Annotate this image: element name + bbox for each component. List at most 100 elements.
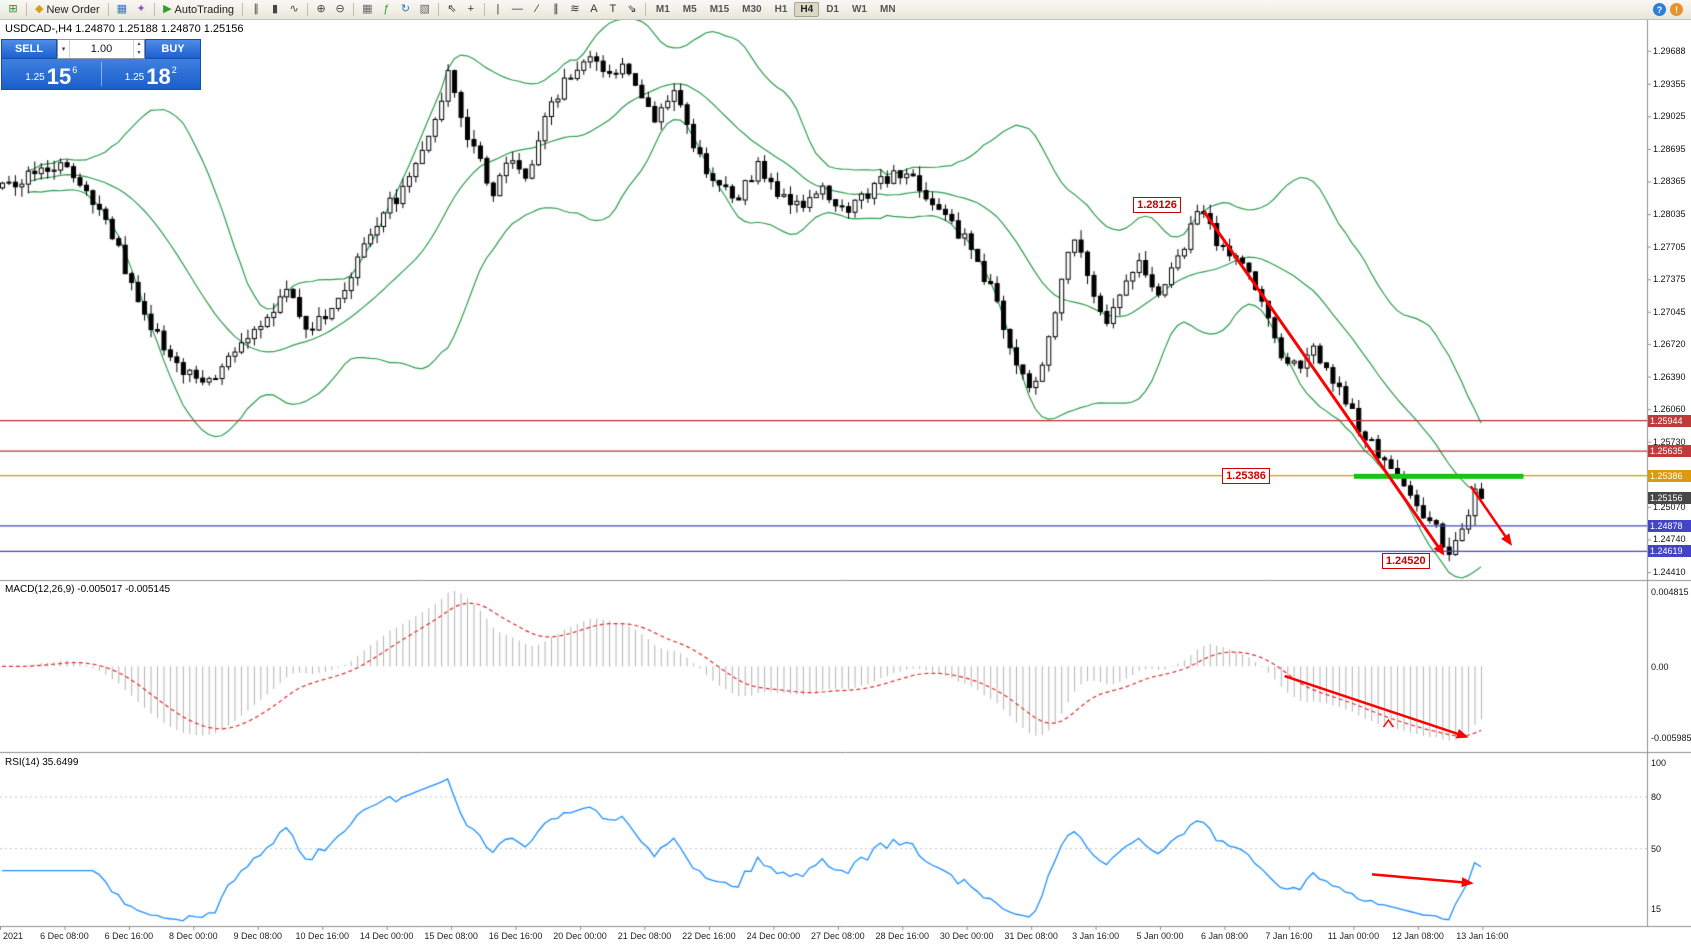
price-axis-tick: 1.29688 — [1653, 45, 1686, 56]
price-annotation-label[interactable]: 1.24520 — [1381, 553, 1430, 570]
time-axis-label: 30 Dec 00:00 — [939, 931, 994, 941]
vertical-line-icon: | — [496, 3, 500, 15]
time-axis-label: 8 Dec 00:00 — [169, 931, 218, 941]
timeframe-m1-button[interactable]: M1 — [655, 4, 670, 15]
timeframe-m5-button[interactable]: M5 — [682, 4, 697, 15]
bar-chart-icon[interactable]: ∥ — [247, 1, 265, 18]
volume-input[interactable] — [70, 40, 133, 58]
vertical-line-icon[interactable]: | — [489, 1, 507, 18]
alerts-icon[interactable]: ! — [1670, 3, 1683, 16]
price-axis-tick: 1.25730 — [1653, 436, 1686, 447]
toolbar-separator — [644, 3, 646, 16]
macd-indicator-label: MACD(12,26,9) -0.005017 -0.005145 — [5, 584, 171, 595]
time-axis-label: 10 Dec 16:00 — [295, 931, 350, 941]
candlestick-chart-icon[interactable]: ▮ — [266, 1, 284, 18]
toolbar: ⊞ ◆ New Order ▦ ✦ ▶ AutoTrading ∥ ▮ ∿ ⊕ ⊖ ▦ ƒ ↻ ▧ ⇖ + | — ∕ ∥… — [0, 0, 1691, 20]
price-axis-tick: 1.27375 — [1653, 274, 1686, 285]
buy-button[interactable]: BUY — [145, 39, 201, 59]
time-axis-label: 7 Jan 16:00 — [1265, 931, 1313, 941]
volume-presets-dropdown-icon[interactable]: ▾ — [58, 40, 70, 58]
sell-price-pips: 15 — [46, 64, 72, 90]
order-diamond-icon: ◆ — [35, 3, 44, 15]
help-icon[interactable]: ? — [1653, 3, 1666, 16]
cursor-icon[interactable]: ⇖ — [443, 1, 461, 18]
zoom-in-icon: ⊕ — [316, 3, 326, 15]
volume-decrease-icon[interactable]: ▼ — [136, 50, 142, 56]
axis-labels-layer: 1.29688 1.29355 1.29025 1.28695 1.28365 1.280… — [0, 20, 1691, 945]
timeframe-m15-button[interactable]: M15 — [709, 4, 730, 15]
macd-scale-label: 0.004815 — [1651, 587, 1689, 597]
text-icon[interactable]: A — [585, 1, 603, 18]
charts-grid-icon[interactable]: ▦ — [113, 1, 131, 18]
rsi-scale-label: 80 — [1651, 792, 1662, 802]
zoom-in-icon[interactable]: ⊕ — [312, 1, 330, 18]
fibonacci-icon[interactable]: ≋ — [566, 1, 584, 18]
buy-price-prefix: 1.25 — [124, 72, 145, 83]
autotrading-button[interactable]: ▶ AutoTrading — [159, 1, 238, 18]
sell-price: 1.25 15 6 — [2, 59, 101, 89]
sell-price-point: 6 — [72, 65, 78, 75]
macd-scale-label: -0.005985 — [1651, 733, 1691, 743]
volume-increase-icon[interactable]: ▲ — [136, 41, 142, 47]
price-axis-tag: 1.25635 — [1648, 445, 1691, 458]
buy-price: 1.25 18 2 — [102, 59, 201, 89]
arrow-tools-icon: ⇘ — [627, 3, 637, 15]
time-axis-label: 15 Dec 08:00 — [424, 931, 478, 941]
price-annotation-label[interactable]: 1.25386 — [1222, 467, 1270, 484]
time-axis-label: 14 Dec 00:00 — [359, 931, 414, 941]
timeframe-w1-button[interactable]: W1 — [851, 4, 867, 15]
line-chart-icon: ∿ — [289, 3, 299, 15]
time-axis-label: 6 Jan 08:00 — [1200, 931, 1249, 941]
toolbar-separator — [154, 3, 156, 16]
time-axis-label: 22 Dec 16:00 — [682, 931, 736, 941]
crosshair-icon[interactable]: + — [462, 1, 480, 18]
toolbar-right-icons: ?! — [1653, 3, 1687, 16]
refresh-icon[interactable]: ↻ — [396, 1, 414, 18]
chart-symbol-header: USDCAD-,H4 1.24870 1.25188 1.24870 1.251… — [5, 23, 244, 35]
time-axis-label: 31 Dec 08:00 — [1004, 931, 1058, 941]
trendline-icon: ∕ — [535, 3, 538, 15]
trendline-icon[interactable]: ∕ — [528, 1, 546, 18]
zoom-out-icon[interactable]: ⊖ — [331, 1, 349, 18]
text-icon: A — [590, 3, 598, 15]
price-axis-tag: 1.25156 — [1648, 492, 1691, 505]
profile-icon: ✦ — [136, 3, 146, 15]
timeframe-mn-button[interactable]: MN — [879, 4, 896, 15]
tile-windows-icon[interactable]: ▦ — [358, 1, 376, 18]
price-divider — [100, 62, 102, 86]
rsi-scale-label: 15 — [1651, 903, 1662, 914]
price-axis-tick: 1.26720 — [1653, 338, 1686, 349]
price-annotation-label[interactable]: 1.28126 — [1133, 197, 1181, 214]
templates-icon[interactable]: ▧ — [415, 1, 433, 18]
play-icon: ▶ — [163, 3, 172, 15]
time-axis-label: 21 Dec 08:00 — [617, 931, 672, 941]
price-axis-tick: 1.27705 — [1653, 241, 1686, 252]
new-order-button[interactable]: ◆ New Order — [31, 1, 104, 18]
zoom-out-icon: ⊖ — [335, 3, 345, 15]
timeframe-h4-button[interactable]: H4 — [794, 2, 820, 17]
toolbar-separator — [353, 3, 355, 16]
time-axis-label: 28 Dec 16:00 — [875, 931, 930, 941]
new-chart-icon[interactable]: ⊞ — [4, 1, 22, 18]
time-axis-label: 27 Dec 08:00 — [811, 931, 865, 941]
profile-icon[interactable]: ✦ — [132, 1, 150, 18]
price-axis-tag: 1.25944 — [1648, 414, 1691, 427]
toolbar-separator — [307, 3, 309, 16]
arrow-tools-icon[interactable]: ⇘ — [623, 1, 641, 18]
candlestick-chart-icon: ▮ — [272, 3, 279, 15]
price-axis-tick: 1.28035 — [1653, 209, 1686, 220]
timeframe-d1-button[interactable]: D1 — [826, 4, 839, 15]
sell-button[interactable]: SELL — [1, 39, 57, 59]
time-axis-label: 6 Dec 08:00 — [40, 931, 89, 941]
indicators-icon: ƒ — [383, 3, 390, 15]
label-icon[interactable]: T — [604, 1, 622, 18]
horizontal-line-icon[interactable]: — — [508, 1, 527, 18]
timeframe-h1-button[interactable]: H1 — [774, 4, 788, 15]
new-chart-icon: ⊞ — [8, 3, 18, 15]
timeframe-m30-button[interactable]: M30 — [742, 4, 762, 15]
templates-icon: ▧ — [419, 3, 430, 15]
price-axis-tick: 1.24740 — [1653, 534, 1686, 545]
indicators-icon[interactable]: ƒ — [377, 1, 395, 18]
channel-icon[interactable]: ∥ — [547, 1, 565, 18]
line-chart-icon[interactable]: ∿ — [285, 1, 303, 18]
